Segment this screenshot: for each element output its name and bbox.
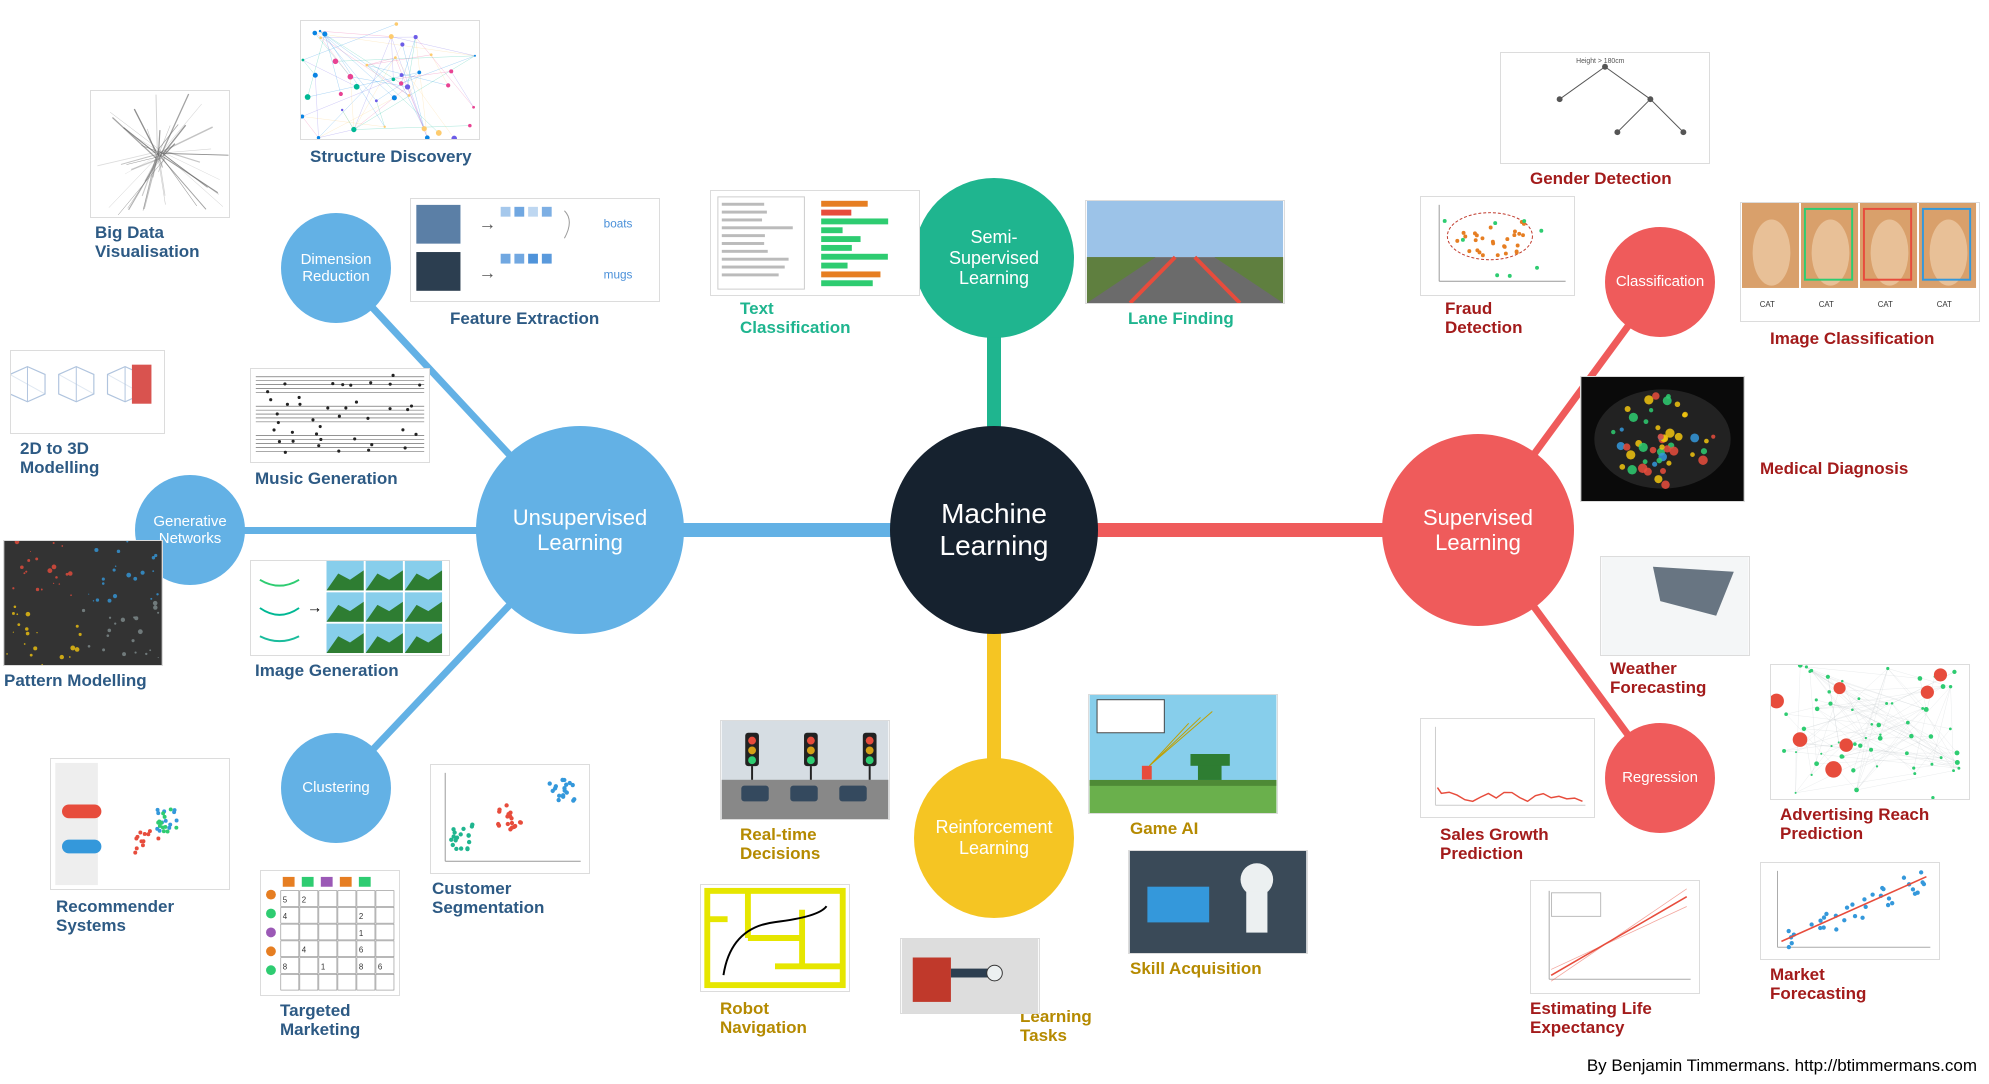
- thumb-lane_finding: [1085, 200, 1285, 304]
- label-lane_finding: Lane Finding: [1128, 310, 1234, 329]
- thumb-recommender: [50, 758, 230, 890]
- svg-text:CAT: CAT: [1819, 300, 1834, 309]
- node-semi: Semi- Supervised Learning: [914, 178, 1074, 338]
- label-recommender: Recommender Systems: [56, 898, 174, 935]
- thumb-weather_fc: [1600, 556, 1750, 656]
- node-regression: Regression: [1605, 723, 1715, 833]
- node-classification: Classification: [1605, 227, 1715, 337]
- thumb-life_exp: [1530, 880, 1700, 994]
- thumb-big_data_vis: [90, 90, 230, 218]
- label-sales_growth: Sales Growth Prediction: [1440, 826, 1549, 863]
- thumb-learning_tasks: [900, 938, 1040, 1014]
- thumb-customer_seg: [430, 764, 590, 874]
- svg-text:1: 1: [321, 962, 325, 971]
- label-image_gen: Image Generation: [255, 662, 399, 681]
- thumb-game_ai: [1088, 694, 1278, 814]
- credit-line: By Benjamin Timmermans. http://btimmerma…: [1587, 1056, 1977, 1076]
- label-structure_disc: Structure Discovery: [310, 148, 472, 167]
- thumb-market_fc: [1760, 862, 1940, 960]
- label-robot_nav: Robot Navigation: [720, 1000, 807, 1037]
- label-life_exp: Estimating Life Expectancy: [1530, 1000, 1652, 1037]
- svg-text:4: 4: [283, 912, 288, 921]
- thumb-fraud_det: [1420, 196, 1575, 296]
- node-dimred-label: Dimension Reduction: [301, 251, 372, 286]
- thumb-sales_growth: [1420, 718, 1595, 818]
- node-classification-label: Classification: [1616, 273, 1704, 290]
- thumb-music_gen: [250, 368, 430, 463]
- label-feature_ext: Feature Extraction: [450, 310, 599, 329]
- svg-text:CAT: CAT: [1878, 300, 1893, 309]
- node-clustering: Clustering: [281, 733, 391, 843]
- label-big_data_vis: Big Data Visualisation: [95, 224, 200, 261]
- svg-text:6: 6: [359, 946, 364, 955]
- node-semi-label: Semi- Supervised Learning: [949, 227, 1039, 289]
- thumb-two3d: [10, 350, 165, 434]
- svg-text:8: 8: [359, 962, 364, 971]
- thumb-robot_nav: [700, 884, 850, 992]
- thumb-targeted_mkt: 5 2 4 2 1 4 6 8 1 8 6: [260, 870, 400, 996]
- thumb-skill_acq: [1128, 850, 1308, 954]
- thumb-image_gen: →: [250, 560, 450, 656]
- node-supervised: Supervised Learning: [1382, 434, 1574, 626]
- thumb-pattern_mod: [3, 540, 163, 666]
- thumb-ad_reach: [1770, 664, 1970, 800]
- svg-text:5: 5: [283, 895, 288, 904]
- svg-text:→: →: [479, 263, 497, 283]
- label-pattern_mod: Pattern Modelling: [4, 672, 147, 691]
- node-dimred: Dimension Reduction: [281, 213, 391, 323]
- node-reinforcement-label: Reinforcement Learning: [935, 817, 1052, 858]
- svg-text:mugs: mugs: [604, 269, 633, 282]
- label-targeted_mkt: Targeted Marketing: [280, 1002, 360, 1039]
- label-market_fc: Market Forecasting: [1770, 966, 1866, 1003]
- svg-text:boats: boats: [604, 218, 633, 231]
- thumb-medical_diag: [1580, 376, 1745, 502]
- svg-text:→: →: [479, 214, 497, 234]
- thumb-image_class: CAT CAT CAT CAT: [1740, 202, 1980, 322]
- svg-text:1: 1: [359, 929, 363, 938]
- thumb-realtime_dec: [720, 720, 890, 820]
- node-center-label: Machine Learning: [940, 498, 1049, 562]
- label-text_class: Text Classification: [740, 300, 851, 337]
- label-weather_fc: Weather Forecasting: [1610, 660, 1706, 697]
- svg-text:2: 2: [302, 895, 306, 904]
- label-realtime_dec: Real-time Decisions: [740, 826, 820, 863]
- svg-text:→: →: [307, 600, 323, 617]
- thumb-text_class: [710, 190, 920, 296]
- svg-text:CAT: CAT: [1760, 300, 1775, 309]
- node-regression-label: Regression: [1622, 769, 1698, 786]
- label-music_gen: Music Generation: [255, 470, 398, 489]
- label-skill_acq: Skill Acquisition: [1130, 960, 1262, 979]
- ml-mindmap: By Benjamin Timmermans. http://btimmerma…: [0, 0, 1989, 1084]
- node-gennet-label: Generative Networks: [153, 513, 226, 548]
- node-center: Machine Learning: [890, 426, 1098, 634]
- node-unsupervised-label: Unsupervised Learning: [513, 505, 648, 556]
- node-supervised-label: Supervised Learning: [1423, 505, 1533, 556]
- label-fraud_det: Fraud Detection: [1445, 300, 1522, 337]
- label-two3d: 2D to 3D Modelling: [20, 440, 99, 477]
- thumb-feature_ext: → → boats mugs: [410, 198, 660, 302]
- label-gender_det: Gender Detection: [1530, 170, 1672, 189]
- label-customer_seg: Customer Segmentation: [432, 880, 544, 917]
- svg-text:8: 8: [283, 962, 288, 971]
- svg-text:4: 4: [302, 946, 307, 955]
- svg-text:6: 6: [378, 962, 383, 971]
- label-medical_diag: Medical Diagnosis: [1760, 460, 1908, 479]
- label-game_ai: Game AI: [1130, 820, 1198, 839]
- svg-text:CAT: CAT: [1937, 300, 1952, 309]
- label-image_class: Image Classification: [1770, 330, 1934, 349]
- thumb-structure_disc: [300, 20, 480, 140]
- node-clustering-label: Clustering: [302, 779, 370, 796]
- thumb-gender_det: Height > 180cm: [1500, 52, 1710, 164]
- svg-text:2: 2: [359, 912, 363, 921]
- label-ad_reach: Advertising Reach Prediction: [1780, 806, 1929, 843]
- svg-text:Height > 180cm: Height > 180cm: [1576, 58, 1625, 65]
- node-reinforcement: Reinforcement Learning: [914, 758, 1074, 918]
- node-unsupervised: Unsupervised Learning: [476, 426, 684, 634]
